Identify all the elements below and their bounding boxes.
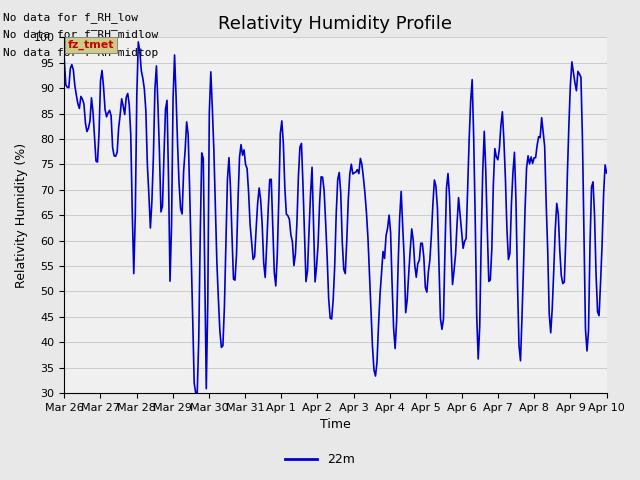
Title: Relativity Humidity Profile: Relativity Humidity Profile bbox=[218, 15, 452, 33]
Y-axis label: Relativity Humidity (%): Relativity Humidity (%) bbox=[15, 143, 28, 288]
Text: No data for f̅RH̅midtop: No data for f̅RH̅midtop bbox=[3, 48, 159, 59]
X-axis label: Time: Time bbox=[320, 419, 351, 432]
Text: No data for f_RH_low: No data for f_RH_low bbox=[3, 12, 138, 23]
Text: fz_tmet: fz_tmet bbox=[67, 40, 114, 50]
Legend: 22m: 22m bbox=[280, 448, 360, 471]
Text: No data for f̅RH̅midlow: No data for f̅RH̅midlow bbox=[3, 30, 159, 40]
